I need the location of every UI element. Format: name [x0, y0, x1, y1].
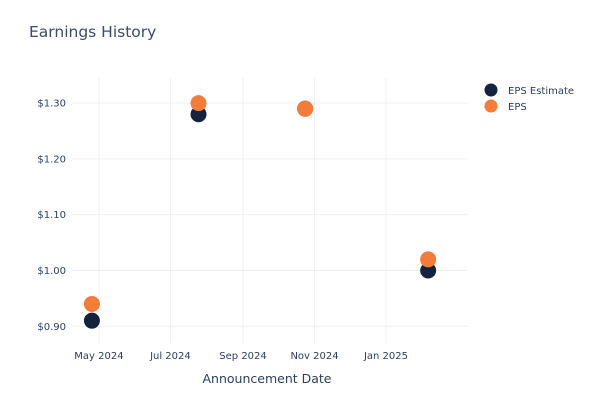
y-tick-label-1-10: $1.10 — [37, 210, 66, 221]
data-markers — [83, 95, 437, 329]
x-tick-label-sep-2024: Sep 2024 — [219, 351, 266, 362]
eps-point-1[interactable] — [83, 295, 100, 312]
legend-label-eps: EPS — [508, 102, 527, 113]
eps-estimate-point-4[interactable] — [420, 262, 437, 279]
x-tick-label-jan-2025: Jan 2025 — [363, 351, 408, 362]
grid-lines — [72, 78, 468, 343]
x-tick-label-nov-2024: Nov 2024 — [290, 351, 338, 362]
eps-point-4[interactable] — [420, 251, 437, 268]
legend-item-eps[interactable]: EPS — [484, 99, 527, 114]
x-axis-tick-labels: May 2024 Jul 2024 Sep 2024 Nov 2024 Jan 2025 — [74, 351, 408, 362]
y-axis-tick-labels: $0.90 $1.00 $1.10 $1.20 $1.30 — [37, 99, 66, 333]
chart-title: Earnings History — [29, 23, 156, 41]
chart-legend: EPS Estimate EPS — [484, 83, 575, 114]
eps-estimate-point-1[interactable] — [83, 312, 100, 329]
eps-point-3[interactable] — [297, 100, 314, 117]
legend-item-eps-estimate[interactable]: EPS Estimate — [484, 83, 575, 98]
y-tick-label-1-20: $1.20 — [37, 154, 66, 165]
x-tick-label-jul-2024: Jul 2024 — [149, 351, 191, 362]
x-axis-title: Announcement Date — [203, 371, 332, 386]
legend-marker-eps-estimate — [484, 83, 498, 97]
legend-label-eps-estimate: EPS Estimate — [508, 86, 574, 97]
x-tick-label-may-2024: May 2024 — [74, 351, 123, 362]
eps-point-2[interactable] — [190, 95, 207, 112]
y-tick-label-1-30: $1.30 — [37, 99, 66, 110]
legend-marker-eps — [484, 99, 498, 113]
eps-estimate-point-2[interactable] — [190, 106, 207, 123]
y-tick-label-1-00: $1.00 — [37, 266, 66, 277]
y-tick-label-0-90: $0.90 — [37, 322, 66, 333]
